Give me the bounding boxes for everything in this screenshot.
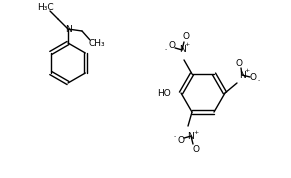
Text: O: O: [235, 59, 242, 67]
Text: O: O: [193, 145, 200, 154]
Text: CH₃: CH₃: [89, 40, 105, 48]
Text: N: N: [65, 25, 71, 33]
Text: O: O: [168, 41, 175, 50]
Text: N: N: [179, 45, 185, 54]
Text: +: +: [244, 67, 250, 72]
Text: N: N: [239, 70, 245, 80]
Text: +: +: [194, 130, 199, 135]
Text: O: O: [249, 74, 256, 82]
Text: HO: HO: [157, 88, 171, 98]
Text: O: O: [182, 32, 189, 41]
Text: -: -: [165, 48, 167, 53]
Text: -: -: [174, 135, 176, 140]
Text: H₃C: H₃C: [37, 2, 53, 12]
Text: -: -: [258, 78, 260, 83]
Text: O: O: [178, 136, 184, 145]
Text: N: N: [188, 132, 194, 141]
Text: +: +: [184, 42, 190, 48]
